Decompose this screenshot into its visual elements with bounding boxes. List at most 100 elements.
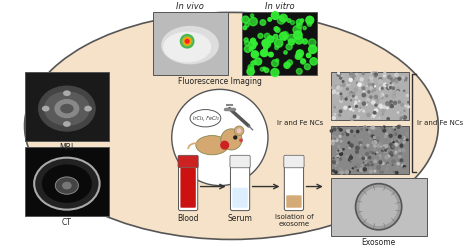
- Circle shape: [362, 73, 364, 75]
- Circle shape: [306, 53, 311, 58]
- Ellipse shape: [38, 86, 96, 132]
- Text: Serum: Serum: [228, 215, 253, 223]
- Circle shape: [386, 102, 389, 105]
- Circle shape: [367, 144, 369, 146]
- Circle shape: [346, 156, 348, 158]
- Circle shape: [389, 134, 392, 137]
- Text: MRI: MRI: [60, 143, 74, 152]
- Circle shape: [340, 85, 342, 87]
- Circle shape: [339, 88, 342, 90]
- Circle shape: [402, 149, 405, 152]
- Circle shape: [356, 82, 358, 84]
- Text: IrCl₃, FeCl₃: IrCl₃, FeCl₃: [192, 116, 219, 121]
- Circle shape: [355, 101, 357, 103]
- Circle shape: [251, 38, 255, 43]
- Circle shape: [350, 144, 353, 147]
- Circle shape: [337, 162, 338, 164]
- Circle shape: [379, 80, 382, 83]
- Circle shape: [390, 104, 393, 108]
- Circle shape: [247, 68, 254, 75]
- Circle shape: [403, 166, 406, 168]
- Circle shape: [272, 60, 279, 67]
- Circle shape: [368, 83, 371, 86]
- Circle shape: [370, 86, 373, 89]
- Circle shape: [350, 161, 351, 162]
- Circle shape: [374, 99, 376, 101]
- Circle shape: [255, 58, 262, 65]
- Circle shape: [185, 39, 189, 43]
- Circle shape: [302, 39, 308, 44]
- Circle shape: [392, 145, 394, 147]
- Circle shape: [349, 147, 350, 149]
- Circle shape: [287, 60, 292, 65]
- Ellipse shape: [84, 106, 92, 112]
- Circle shape: [362, 157, 365, 160]
- Circle shape: [382, 150, 383, 151]
- Circle shape: [397, 163, 399, 165]
- Bar: [25, 72, 109, 141]
- Circle shape: [341, 99, 342, 100]
- Circle shape: [367, 81, 368, 82]
- Circle shape: [403, 116, 406, 119]
- Circle shape: [283, 37, 286, 40]
- Circle shape: [398, 77, 401, 80]
- Circle shape: [243, 26, 247, 30]
- Circle shape: [379, 97, 381, 99]
- Circle shape: [355, 96, 357, 99]
- Circle shape: [274, 39, 283, 47]
- Circle shape: [403, 142, 405, 143]
- Circle shape: [370, 161, 372, 163]
- Circle shape: [384, 135, 387, 138]
- Circle shape: [399, 167, 401, 170]
- Circle shape: [386, 146, 387, 147]
- Circle shape: [263, 67, 266, 70]
- Circle shape: [260, 20, 266, 25]
- Circle shape: [356, 164, 359, 167]
- Circle shape: [375, 76, 376, 77]
- Circle shape: [380, 96, 383, 98]
- FancyBboxPatch shape: [179, 162, 198, 211]
- Bar: [330, 72, 410, 120]
- Circle shape: [363, 168, 366, 171]
- Circle shape: [392, 129, 394, 131]
- Circle shape: [397, 90, 400, 93]
- Circle shape: [364, 126, 366, 128]
- Circle shape: [342, 81, 344, 82]
- Circle shape: [397, 87, 400, 90]
- Text: Ir and Fe NCs: Ir and Fe NCs: [417, 120, 464, 126]
- Circle shape: [360, 107, 361, 108]
- Circle shape: [391, 146, 394, 149]
- Circle shape: [248, 64, 254, 70]
- Circle shape: [286, 44, 292, 50]
- Circle shape: [306, 16, 314, 24]
- Circle shape: [398, 125, 401, 129]
- Circle shape: [240, 139, 242, 142]
- Circle shape: [347, 171, 350, 173]
- Circle shape: [399, 80, 401, 83]
- Circle shape: [350, 92, 351, 93]
- FancyBboxPatch shape: [284, 155, 304, 168]
- Circle shape: [397, 167, 398, 168]
- Text: Exosome: Exosome: [362, 238, 396, 247]
- Circle shape: [380, 157, 381, 158]
- Text: CT: CT: [62, 218, 72, 227]
- Circle shape: [301, 59, 305, 63]
- Circle shape: [262, 40, 269, 46]
- Circle shape: [361, 83, 364, 86]
- Circle shape: [374, 86, 375, 87]
- Circle shape: [337, 73, 340, 76]
- Circle shape: [390, 82, 392, 84]
- Circle shape: [242, 16, 249, 23]
- Circle shape: [378, 104, 380, 106]
- Circle shape: [366, 129, 367, 130]
- Text: Isolation of
exosome: Isolation of exosome: [274, 215, 313, 227]
- Circle shape: [399, 135, 401, 138]
- Circle shape: [372, 116, 373, 118]
- Circle shape: [377, 152, 378, 153]
- Circle shape: [359, 84, 361, 87]
- Circle shape: [374, 95, 377, 98]
- Circle shape: [381, 88, 383, 90]
- Circle shape: [245, 23, 249, 27]
- Circle shape: [375, 72, 377, 74]
- Ellipse shape: [25, 12, 438, 240]
